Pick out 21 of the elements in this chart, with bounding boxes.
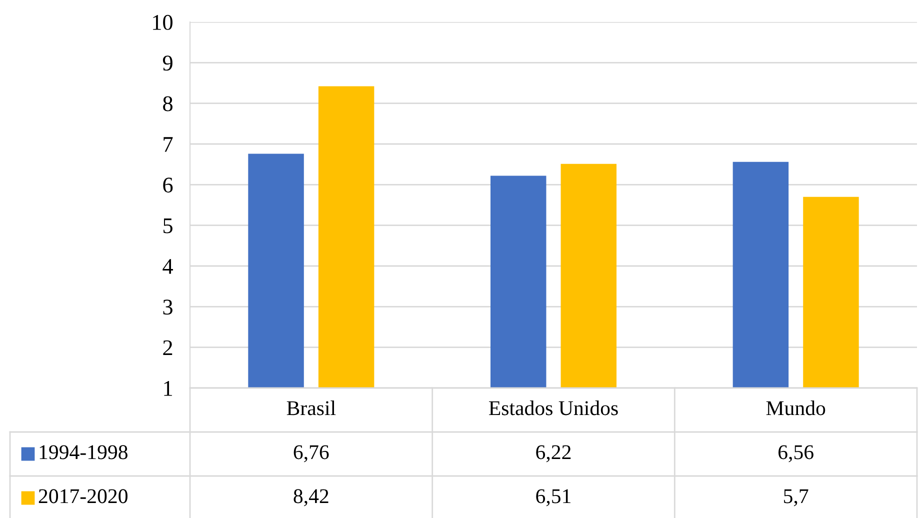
- y-tick-label: 1: [164, 381, 172, 396]
- y-tick-label: 10: [153, 14, 172, 30]
- x-tick-label: Brasil: [286, 400, 336, 416]
- data-label: 6,51: [536, 489, 570, 506]
- legend-label: 1994-1998: [40, 445, 128, 460]
- y-tick-label: 6: [163, 178, 173, 193]
- y-tick-label: 7: [164, 137, 173, 152]
- y-tick-label: 9: [162, 56, 172, 71]
- y-tick-label: 8: [163, 96, 172, 112]
- legend-label: 2017-2020: [38, 489, 128, 504]
- data-label: 6,76: [294, 445, 329, 462]
- y-tick-label: 2: [163, 340, 172, 356]
- x-tick-label: Estados Unidos: [488, 400, 618, 416]
- y-tick-label: 5: [164, 218, 172, 234]
- data-label: 6,56: [778, 445, 814, 462]
- data-label: 8,42: [294, 489, 328, 506]
- y-tick-label: 4: [162, 259, 173, 274]
- x-tick-label: Mundo: [766, 400, 826, 416]
- data-label: 5,7: [784, 489, 808, 506]
- y-tick-label: 3: [163, 300, 172, 315]
- data-label: 6,22: [536, 445, 571, 462]
